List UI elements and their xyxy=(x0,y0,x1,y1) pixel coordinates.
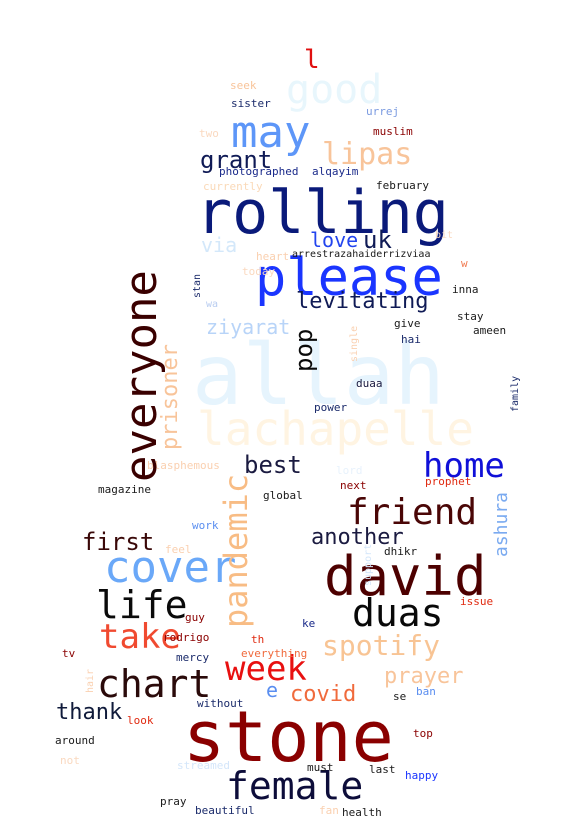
word-power: power xyxy=(314,401,348,414)
word-support: support xyxy=(363,543,374,586)
word-love: love xyxy=(310,228,359,252)
word-prayer: prayer xyxy=(384,664,464,689)
word-friend: friend xyxy=(347,492,478,533)
word-look: look xyxy=(127,714,154,727)
word-levitating: levitating xyxy=(296,289,429,314)
word-lord: lord xyxy=(336,464,363,477)
word-female: female xyxy=(226,764,364,808)
word-grant: grant xyxy=(200,146,273,174)
word-best: best xyxy=(244,451,302,479)
word-feel: feel xyxy=(165,543,192,556)
word-allah: allah xyxy=(192,326,445,424)
word-single: single xyxy=(349,325,360,362)
word-cover: cover xyxy=(104,542,237,593)
word-th: th xyxy=(251,633,265,646)
word-thank: thank xyxy=(56,700,123,725)
word-chart: chart xyxy=(97,662,212,706)
word-home: home xyxy=(423,446,505,486)
word-rolling: rolling xyxy=(196,178,449,248)
word-last: last xyxy=(369,763,396,776)
word-streamed: streamed xyxy=(177,759,230,772)
word-magazine: magazine xyxy=(98,483,151,496)
word-everything: everything xyxy=(241,647,308,660)
word-prisoner: prisoner xyxy=(158,344,183,450)
word-covid: covid xyxy=(290,682,357,707)
word-duaa: duaa xyxy=(356,377,383,390)
word-fan: fan xyxy=(319,804,339,817)
word-w: w xyxy=(461,257,468,270)
word-family: family xyxy=(510,375,521,412)
word-ban: ban xyxy=(416,685,436,698)
word-pop: pop xyxy=(290,328,318,372)
word-not: not xyxy=(60,754,80,767)
word-ziyarat: ziyarat xyxy=(206,315,291,339)
word-alqayim: alqayim xyxy=(312,165,359,178)
word-good: good xyxy=(286,67,383,113)
word-e: e xyxy=(266,678,279,702)
word-stone: stone xyxy=(183,696,394,778)
word-via: via xyxy=(201,233,238,257)
word-without: without xyxy=(197,697,244,710)
word-life: life xyxy=(96,583,188,627)
word-mercy: mercy xyxy=(176,651,210,664)
word-bit: bit xyxy=(435,230,454,241)
word-uk: uk xyxy=(363,226,392,254)
word-prophet: prophet xyxy=(425,475,472,488)
word-arrestrazahaiderrizviaa: arrestrazahaiderrizviaa xyxy=(292,249,431,260)
word-first: first xyxy=(82,528,155,556)
word-urrej: urrej xyxy=(366,105,400,118)
word-guy: guy xyxy=(185,611,205,624)
word-give: give xyxy=(394,317,421,330)
word-photographed: photographed xyxy=(219,165,299,178)
word-rodrigo: rodrigo xyxy=(163,631,210,644)
word-top: top xyxy=(413,727,433,740)
word-ke: ke xyxy=(302,617,316,630)
word-dhikr: dhikr xyxy=(384,545,418,558)
word-please: please xyxy=(255,248,443,308)
word-ameen: ameen xyxy=(473,324,507,337)
word-duas: duas xyxy=(352,591,444,635)
word-hai: hai xyxy=(401,333,421,346)
word-around: around xyxy=(55,734,95,747)
word-take: take xyxy=(99,617,181,657)
word-inna: inna xyxy=(452,283,479,296)
word-february: february xyxy=(376,179,429,192)
word-must: must xyxy=(307,761,334,774)
word-health: health xyxy=(342,806,382,819)
word-ashura: ashura xyxy=(491,491,512,557)
word-two: two xyxy=(199,127,219,140)
word-happy: happy xyxy=(405,769,439,782)
word-may: may xyxy=(231,107,311,158)
word-pandemic: pandemic xyxy=(217,473,255,628)
word-stan: stan xyxy=(192,273,203,298)
word-another: another xyxy=(311,525,404,550)
word-tv: tv xyxy=(62,647,76,660)
word-l: l xyxy=(304,45,320,75)
word-work: work xyxy=(192,519,219,532)
word-week: week xyxy=(225,649,307,689)
word-seek: seek xyxy=(230,79,257,92)
word-issue: issue xyxy=(460,595,494,608)
word-lipas: lipas xyxy=(322,137,413,172)
word-global: global xyxy=(263,489,303,502)
word-blasphemous: blasphemous xyxy=(147,459,220,472)
word-david: david xyxy=(324,545,487,608)
word-wa: wa xyxy=(206,299,219,310)
word-muslim: muslim xyxy=(373,125,413,138)
word-lachapelle: lachapelle xyxy=(197,402,474,456)
word-today: today xyxy=(242,265,276,278)
word-currently: currently xyxy=(203,180,263,193)
word-hair: hair xyxy=(85,668,96,693)
word-next: next xyxy=(340,479,367,492)
word-pray: pray xyxy=(160,795,187,808)
word-spotify: spotify xyxy=(322,629,441,662)
word-stay: stay xyxy=(457,310,484,323)
word-se: se xyxy=(393,690,407,703)
word-sister: sister xyxy=(231,97,271,110)
word-heart: heart xyxy=(256,250,290,263)
word-beautiful: beautiful xyxy=(195,804,255,817)
